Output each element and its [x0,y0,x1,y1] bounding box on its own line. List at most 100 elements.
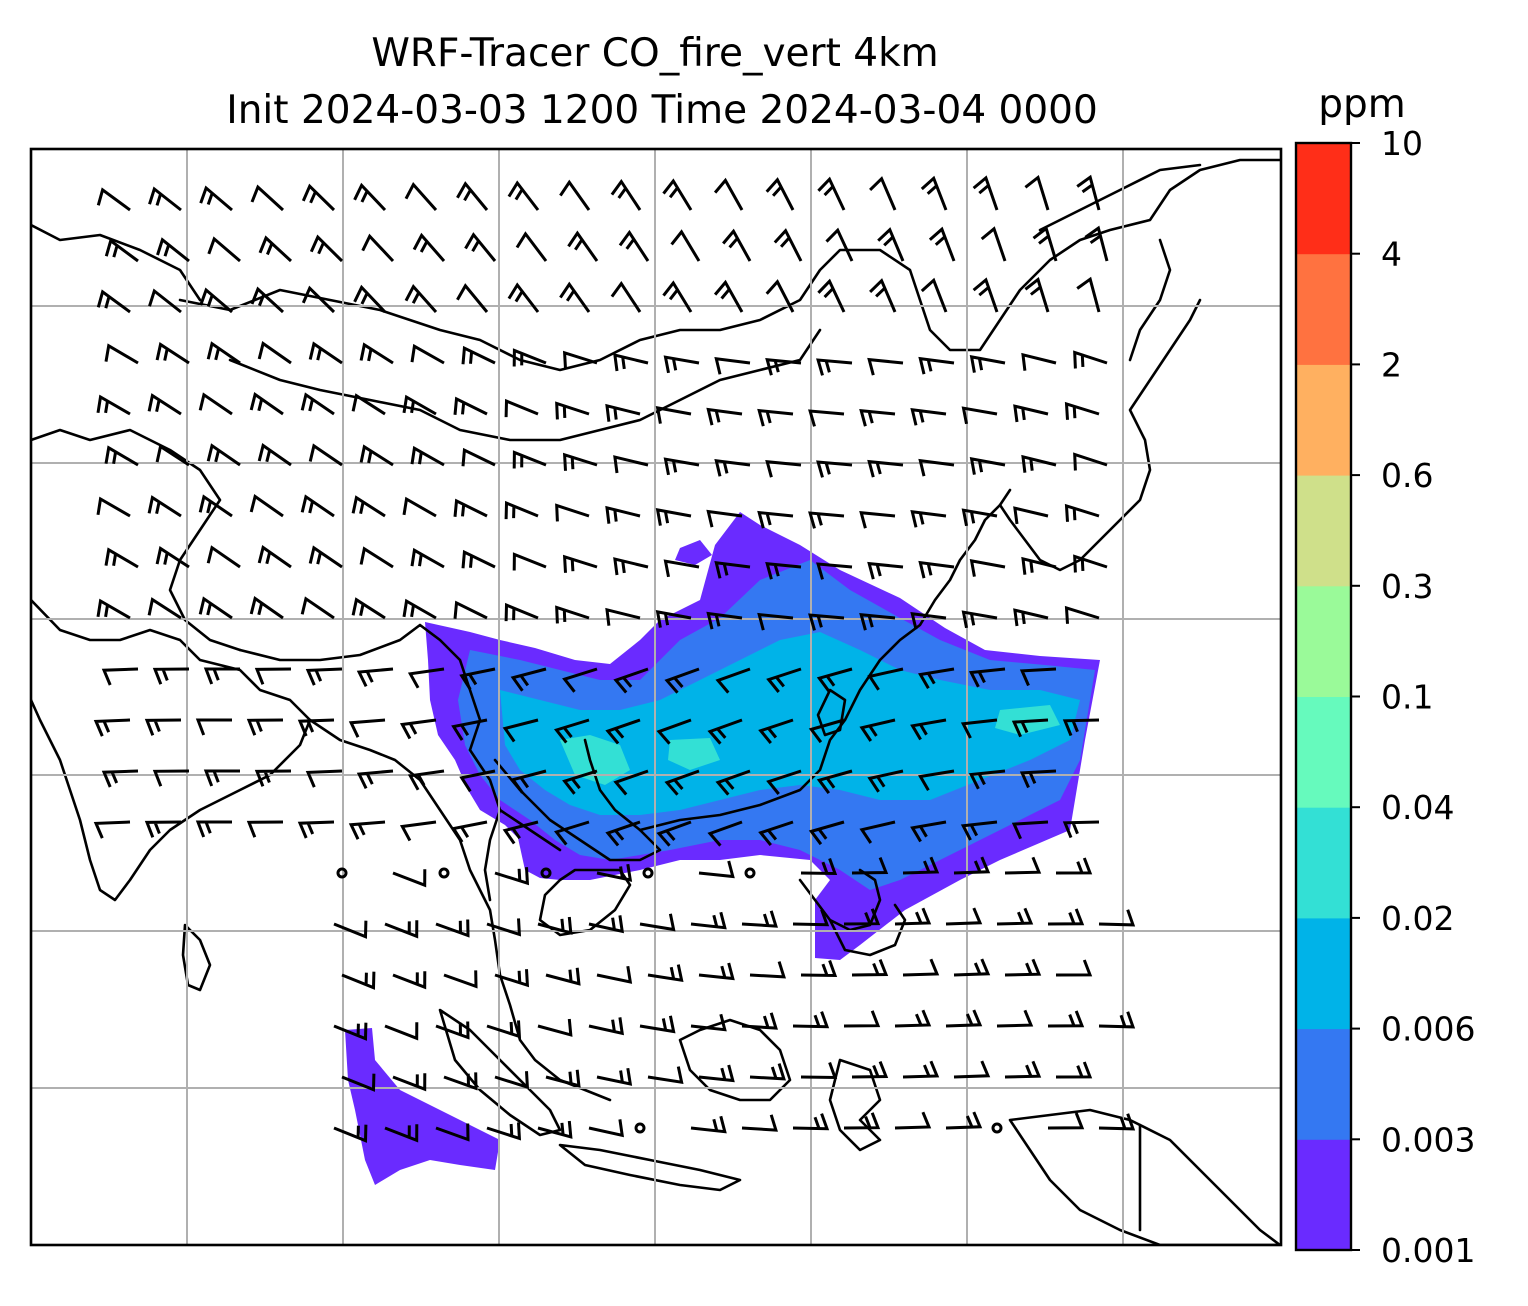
wind-barb [1098,909,1136,927]
wind-barb [555,401,590,420]
wind-barb [902,1060,940,1079]
wind-barb [195,820,232,838]
wind-barb [972,175,999,211]
wind-barb [800,959,838,978]
wind-barb [639,913,676,932]
wind-barb [537,916,573,935]
wind-barb [706,611,743,630]
wind-barb [257,341,292,365]
wind-barb [816,769,853,794]
wind-barb [101,769,139,788]
border-mongolia [228,328,822,442]
wind-barb [486,918,522,937]
co-plume-level-1b [675,540,712,565]
wind-barb [765,357,802,376]
wind-barb [918,458,955,477]
wind-barb [348,820,386,840]
wind-barb-calm [642,867,654,879]
wind-barb [300,392,335,416]
wind-barb [198,596,233,620]
wind-barb [722,228,752,262]
wind-barb [461,447,496,467]
wind-barb [707,718,743,745]
wind-barb [953,856,991,875]
wind-barb [920,277,948,313]
wind-barb [148,288,182,314]
wind-barb [502,820,539,845]
wind-barb [1062,718,1100,737]
wind-barb [1013,404,1049,423]
wind-barb [359,342,394,365]
wind-barb [968,667,1006,688]
wind-barb [207,236,241,263]
wind-barb [610,280,642,313]
wind-barb [152,667,190,685]
wind-barb-calm [634,1122,646,1134]
wind-barb [451,718,488,741]
wind-barb [392,1073,427,1092]
wind-barb [333,1022,368,1041]
wind-barb-calm [744,867,756,879]
wind-barb [402,598,437,620]
wind-barb [613,667,649,694]
wind-barb [698,962,735,981]
wind-barb [402,496,437,518]
wind-barb [1004,958,1042,977]
wind-barb [843,1112,881,1130]
wind-barb [257,443,292,467]
wind-barb [867,459,904,478]
wind-barb [596,1067,633,1086]
wind-barb [765,459,802,478]
wind-barb [902,856,940,875]
wind-barb [605,820,641,847]
wind-barb [555,605,590,624]
wind-barb [402,394,437,416]
wind-barb [741,910,778,928]
wind-barb [808,511,845,529]
wind-barb [305,769,343,788]
wind-barb [639,1015,676,1034]
wind-barb [494,1071,530,1090]
wind-barb [945,1009,983,1028]
wind-barb [910,510,947,528]
wind-barb [662,280,693,313]
wind-barb [816,667,853,692]
wind-barb [504,602,539,622]
wind-barb [249,596,284,620]
wind-barb [715,769,751,796]
wind-barb [206,443,241,467]
wind-barb [254,769,292,787]
wind-barb [545,967,581,986]
wind-barb [206,341,241,365]
wind-barb [435,1123,470,1142]
wind-barb [410,547,445,569]
wind-barb [1062,820,1100,839]
wind-barb [656,820,692,847]
colorbar-segment [1296,475,1351,587]
wind-barb [553,718,590,744]
wind-barb [588,1017,624,1036]
wind-barb [392,869,427,888]
wind-barb [308,443,343,467]
wind-barb [1047,1010,1085,1028]
wind-barb [1019,769,1057,789]
wind-barb [305,667,343,686]
wind-barb [596,965,633,984]
colorbar-tick-label: 4 [1381,235,1402,274]
wind-barb [714,357,751,375]
wind-barb [808,820,845,846]
wind-barb [670,229,701,262]
wind-barb [155,342,190,365]
wind-barb [714,561,751,579]
wind-barb [250,184,285,212]
wind-barb [512,348,547,367]
wind-barb [1047,1112,1085,1130]
wind-barb [559,179,591,211]
wind-barb [698,1064,735,1083]
co-plume-level-4a [560,735,630,785]
wind-barb [605,607,641,626]
border-himalaya [238,623,482,752]
wind-barb [741,1114,778,1132]
wind-barb [147,393,182,416]
colorbar-segment [1296,364,1351,476]
